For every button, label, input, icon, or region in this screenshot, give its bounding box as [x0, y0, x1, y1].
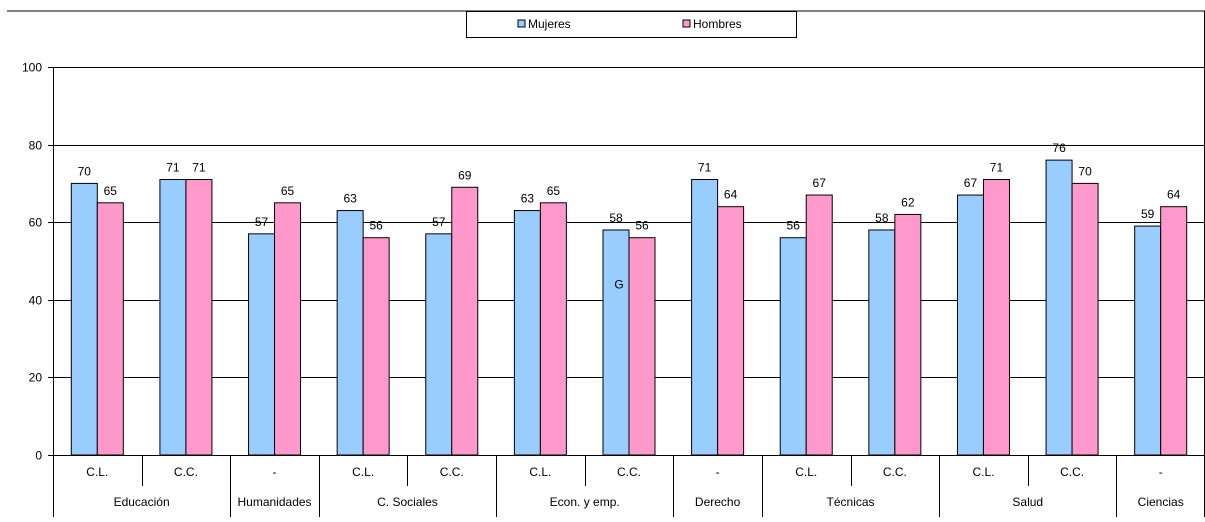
y-tick-label: 20	[29, 371, 43, 385]
bar-mujeres	[602, 229, 630, 456]
category-label: -	[716, 465, 720, 479]
category-label: C.C.	[174, 465, 198, 479]
category-label: -	[273, 465, 277, 479]
bar-value-label: 59	[1141, 207, 1155, 221]
group-label: Humanidades	[238, 495, 312, 509]
bar-mujeres	[336, 210, 364, 456]
bar-hombres	[274, 202, 302, 456]
bar-mujeres	[248, 233, 276, 456]
bar-value-label: 58	[609, 211, 623, 225]
bar-hombres	[894, 213, 922, 456]
category-label: C.L.	[529, 465, 551, 479]
bar-hombres	[628, 237, 656, 456]
bar-value-label: 64	[1167, 188, 1181, 202]
bar-hombres	[1071, 182, 1099, 456]
category-label: C.L.	[352, 465, 374, 479]
y-tick-label: 100	[22, 61, 42, 75]
category-label: C.C.	[883, 465, 907, 479]
bar-mujeres	[159, 179, 187, 456]
bar-value-label: 71	[192, 161, 206, 175]
legend-swatch-mujeres	[517, 19, 526, 28]
bar-value-label: 62	[901, 195, 915, 209]
bar-mujeres	[513, 210, 541, 456]
category-label: C.L.	[795, 465, 817, 479]
group-label: Técnicas	[827, 495, 875, 509]
bar-mujeres	[70, 182, 98, 456]
group-label: Ciencias	[1138, 495, 1184, 509]
category-label: C.C.	[1060, 465, 1084, 479]
bar-mujeres	[425, 233, 453, 456]
legend-swatch-hombres	[682, 19, 691, 28]
bar-mujeres	[1134, 225, 1162, 456]
bar-hombres	[805, 194, 833, 456]
bar-hombres	[1160, 206, 1188, 456]
category-label: C.L.	[86, 465, 108, 479]
bar-value-label: 57	[432, 215, 446, 229]
bar-value-label: 70	[1078, 164, 1092, 178]
bar-value-label: 56	[635, 219, 649, 233]
bar-value-label: 57	[255, 215, 269, 229]
group-label: Derecho	[695, 495, 741, 509]
bar-value-label: 70	[78, 164, 92, 178]
legend-label-mujeres: Mujeres	[528, 17, 571, 31]
bar-value-label: 67	[813, 176, 827, 190]
bar-value-label: 71	[166, 161, 180, 175]
bar-hombres	[717, 206, 745, 456]
y-tick-label: 0	[35, 449, 42, 463]
category-label: C.L.	[972, 465, 994, 479]
group-label: Econ. y emp.	[550, 495, 620, 509]
y-tick-label: 60	[29, 216, 43, 230]
bar-mujeres	[956, 194, 984, 456]
bar-hombres	[982, 179, 1010, 456]
bar-hombres	[539, 202, 567, 456]
bar-hombres	[185, 179, 213, 456]
group-label: Educación	[114, 495, 170, 509]
category-label: C.C.	[617, 465, 641, 479]
bar-mujeres	[691, 179, 719, 456]
bar-hombres	[96, 202, 124, 456]
group-label: Salud	[1012, 495, 1043, 509]
bar-value-label: 56	[787, 219, 801, 233]
category-label: C.C.	[440, 465, 464, 479]
bar-value-label: 67	[964, 176, 978, 190]
legend-label-hombres: Hombres	[693, 17, 742, 31]
bar-value-label: 65	[104, 184, 118, 198]
bar-value-label: 65	[547, 184, 561, 198]
bar-value-label: 64	[724, 188, 738, 202]
bar-value-label: 58	[875, 211, 889, 225]
bar-mujeres	[779, 237, 807, 456]
y-tick-label: 40	[29, 294, 43, 308]
bar-value-label: 69	[458, 168, 472, 182]
bar-value-label: 71	[698, 161, 712, 175]
category-label: -	[1159, 465, 1163, 479]
bar-value-label: 76	[1052, 141, 1066, 155]
bar-mujeres	[868, 229, 896, 456]
bar-value-label: 56	[369, 219, 383, 233]
bar-value-label: 63	[343, 192, 357, 206]
bar-value-label: 65	[281, 184, 295, 198]
group-label: C. Sociales	[377, 495, 438, 509]
legend-box	[466, 11, 797, 38]
bar-mujeres	[1045, 159, 1073, 456]
annotation-label: G	[614, 277, 623, 291]
bar-value-label: 71	[990, 161, 1004, 175]
bar-hombres	[451, 186, 479, 456]
bar-value-label: 63	[521, 192, 535, 206]
bar-hombres	[362, 237, 390, 456]
y-tick-label: 80	[29, 139, 43, 153]
